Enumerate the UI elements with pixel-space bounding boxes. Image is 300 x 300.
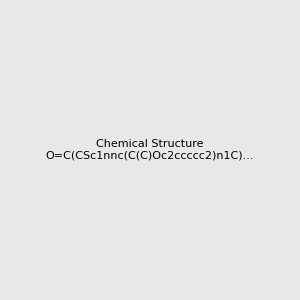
Text: Chemical Structure
O=C(CSc1nnc(C(C)Oc2ccccc2)n1C)...: Chemical Structure O=C(CSc1nnc(C(C)Oc2cc… [46, 139, 254, 161]
